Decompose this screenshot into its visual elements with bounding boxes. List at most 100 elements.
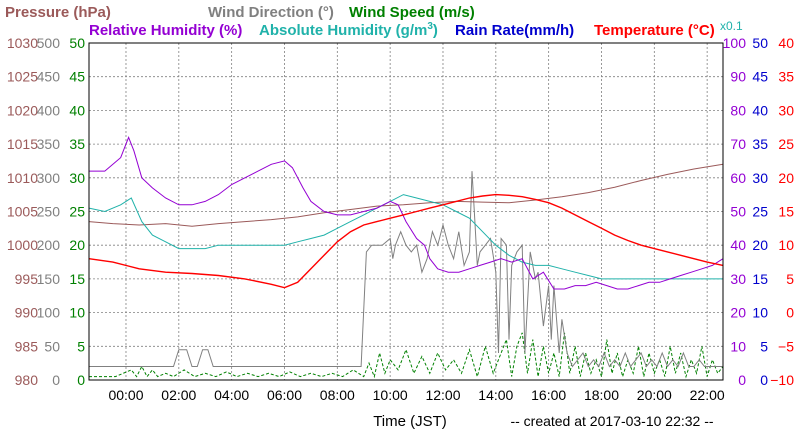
tick-label-wind-speed: 45 (69, 69, 85, 85)
tick-label-wind-speed: 25 (69, 204, 85, 220)
tick-label-relative-humidity: 80 (730, 102, 746, 118)
x-tick-label: 00:00 (108, 387, 143, 403)
tick-label-relative-humidity: 30 (730, 271, 746, 287)
title-pressure-hpa: Pressure (hPa) (5, 4, 111, 21)
tick-label-pressure: 1030 (7, 35, 38, 51)
title-absolute-humidity-g-m: Absolute Humidity (g/m3) (259, 21, 438, 39)
tick-label-wind-direction: 100 (37, 305, 61, 321)
x-tick-label: 10:00 (373, 387, 408, 403)
tick-label-pressure: 1020 (7, 102, 38, 118)
tick-label-temperature: 0 (786, 305, 794, 321)
tick-label-temperature: 10 (778, 237, 794, 253)
tick-label-temperature: 20 (778, 170, 794, 186)
right-axes: 0102030405060708090100051015202530354045… (723, 35, 795, 388)
tick-label-pressure: 1000 (7, 237, 38, 253)
grid (89, 43, 723, 380)
tick-label-pressure: 980 (15, 372, 39, 388)
x-tick-label: 22:00 (690, 387, 725, 403)
tick-label-temperature: 15 (778, 204, 794, 220)
tick-label-wind-direction: 450 (37, 69, 61, 85)
tick-label-wind-direction: 200 (37, 237, 61, 253)
tick-label-wind-direction: 350 (37, 136, 61, 152)
tick-label-temperature: 35 (778, 69, 794, 85)
x-tick-label: 08:00 (320, 387, 355, 403)
tick-label-relative-humidity: 0 (738, 372, 746, 388)
series-pressure (88, 163, 724, 227)
x10-label: x0.1 (720, 19, 743, 33)
tick-label-pressure: 990 (15, 305, 39, 321)
x-tick-label: 04:00 (214, 387, 249, 403)
tick-label-relative-humidity: 50 (730, 204, 746, 220)
title-temperature-c: Temperature (°C) (594, 22, 715, 39)
tick-label-relative-humidity: 90 (730, 69, 746, 85)
tick-label-wind-direction: 400 (37, 102, 61, 118)
x-axis: 00:00 02:00 04:00 06:00 08:00 10:00 12:00 14:00… (108, 387, 724, 403)
title-row-2: Relative Humidity (%) Absolute Humidity (… (89, 21, 715, 39)
tick-label-wind-direction: 150 (37, 271, 61, 287)
x-tick-label: 18:00 (584, 387, 619, 403)
x-tick-label: 14:00 (478, 387, 513, 403)
tick-label-wind-speed: 20 (69, 237, 85, 253)
tick-label-rain-rate: 25 (752, 204, 768, 220)
tick-label-rain-rate: 0 (760, 372, 768, 388)
tick-label-temperature: 30 (778, 102, 794, 118)
title-row-1: Pressure (hPa) Wind Direction (°) Wind Spe… (5, 4, 475, 21)
tick-label-wind-speed: 10 (69, 305, 85, 321)
tick-label-temperature: 40 (778, 35, 794, 51)
x-tick-label: 16:00 (531, 387, 566, 403)
tick-label-rain-rate: 40 (752, 102, 768, 118)
series-wind-speed (89, 332, 724, 379)
tick-label-wind-speed: 35 (69, 136, 85, 152)
tick-label-wind-speed: 0 (77, 372, 85, 388)
title-rain-rate-mm-h: Rain Rate(mm/h) (455, 22, 574, 39)
series-layer (88, 136, 724, 381)
x-tick-label: 02:00 (161, 387, 196, 403)
series-temperature (88, 193, 724, 289)
tick-label-pressure: 995 (15, 271, 39, 287)
tick-label-relative-humidity: 20 (730, 305, 746, 321)
created-timestamp: -- created at 2017-03-10 22:32 -- (510, 413, 713, 429)
tick-label-wind-direction: 0 (52, 372, 60, 388)
tick-label-relative-humidity: 60 (730, 170, 746, 186)
tick-label-rain-rate: 10 (752, 305, 768, 321)
series-relative-humidity (89, 136, 724, 290)
tick-label-temperature: 25 (778, 136, 794, 152)
tick-label-temperature: −10 (770, 372, 794, 388)
tick-label-pressure: 985 (15, 338, 39, 354)
tick-label-pressure: 1005 (7, 204, 38, 220)
tick-label-pressure: 1025 (7, 69, 38, 85)
series-wind-direction (89, 171, 723, 368)
left-axes: 9809859909951000100510101015102010251030… (7, 35, 85, 388)
tick-label-rain-rate: 45 (752, 69, 768, 85)
x-tick-label: 06:00 (267, 387, 302, 403)
series-absolute-humidity (88, 194, 723, 280)
title-wind-direction: Wind Direction (°) (208, 4, 334, 21)
tick-label-rain-rate: 30 (752, 170, 768, 186)
tick-label-wind-speed: 5 (77, 338, 85, 354)
plot-frame (88, 42, 724, 381)
tick-label-relative-humidity: 10 (730, 338, 746, 354)
x-axis-label: Time (JST) (373, 413, 447, 430)
tick-label-wind-direction: 500 (37, 35, 61, 51)
tick-label-pressure: 1010 (7, 170, 38, 186)
tick-label-temperature: −5 (778, 338, 794, 354)
tick-label-rain-rate: 15 (752, 271, 768, 287)
tick-label-wind-direction: 300 (37, 170, 61, 186)
tick-label-wind-direction: 250 (37, 204, 61, 220)
tick-label-wind-direction: 50 (44, 338, 60, 354)
tick-label-rain-rate: 5 (760, 338, 768, 354)
x-tick-label: 20:00 (637, 387, 672, 403)
tick-label-wind-speed: 40 (69, 102, 85, 118)
title-wind-speed-m-s: Wind Speed (m/s) (349, 4, 475, 21)
tick-label-wind-speed: 15 (69, 271, 85, 287)
x-tick-label: 12:00 (425, 387, 460, 403)
tick-label-rain-rate: 50 (752, 35, 768, 51)
tick-label-wind-speed: 30 (69, 170, 85, 186)
tick-label-relative-humidity: 70 (730, 136, 746, 152)
tick-label-rain-rate: 20 (752, 237, 768, 253)
tick-label-wind-speed: 50 (69, 35, 85, 51)
tick-label-pressure: 1015 (7, 136, 38, 152)
tick-label-rain-rate: 35 (752, 136, 768, 152)
tick-label-temperature: 5 (786, 271, 794, 287)
